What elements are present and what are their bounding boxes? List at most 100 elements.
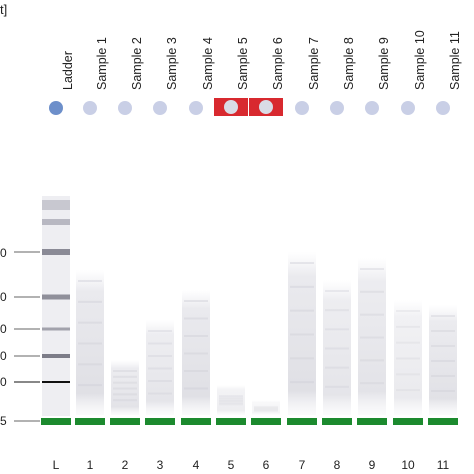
lane-number: L xyxy=(52,458,60,472)
lower-marker-band xyxy=(428,418,458,425)
sample-smear xyxy=(323,280,351,415)
lane-title-text: Sample 2 xyxy=(130,37,144,90)
smear-band xyxy=(78,300,102,303)
lane-status-dot-icon[interactable] xyxy=(189,101,203,115)
lower-marker-band xyxy=(287,418,317,425)
smear-band xyxy=(78,280,102,282)
smear-band xyxy=(360,290,384,293)
lane-status-dot-icon[interactable] xyxy=(330,101,344,115)
smear-band xyxy=(290,381,314,384)
smear-band xyxy=(290,333,314,336)
size-label: 0 xyxy=(0,322,7,336)
sample-smear xyxy=(252,400,280,415)
smear-band xyxy=(184,352,208,355)
smear-band xyxy=(360,268,384,270)
smear-band xyxy=(113,393,137,396)
smear-band xyxy=(325,309,349,312)
ladder-lane-background xyxy=(42,196,70,416)
lane-number: 8 xyxy=(333,458,341,472)
smear-band xyxy=(113,381,137,384)
lower-marker-band xyxy=(145,418,175,425)
smear-band xyxy=(325,366,349,369)
lane-number: 1 xyxy=(86,458,94,472)
ladder-status-dot-icon[interactable] xyxy=(49,101,63,115)
sample-smear xyxy=(394,300,422,415)
smear-band xyxy=(254,409,278,412)
lane-title-text: Ladder xyxy=(61,51,75,90)
sample-smear xyxy=(146,320,174,415)
lane-title-text: Sample 8 xyxy=(342,37,356,90)
sample-smear xyxy=(182,290,210,415)
smear-band xyxy=(325,328,349,331)
smear-band xyxy=(148,380,172,382)
smear-band xyxy=(113,370,137,372)
size-label: 5 xyxy=(0,414,7,428)
error-flag[interactable] xyxy=(214,98,248,116)
smear-band xyxy=(254,410,278,412)
smear-band xyxy=(148,342,172,345)
lane-title-text: Sample 11 xyxy=(448,31,462,90)
smear-band xyxy=(325,347,349,350)
smear-band xyxy=(184,335,208,337)
smear-band xyxy=(360,382,384,385)
smear-band xyxy=(254,406,278,409)
smear-band xyxy=(148,392,172,395)
smear-band xyxy=(113,387,137,390)
lane-title-text: Sample 9 xyxy=(377,37,391,90)
smear-band xyxy=(290,262,314,264)
lane-title-text: Sample 7 xyxy=(307,37,321,90)
smear-band xyxy=(219,403,243,406)
lane-status-dot-icon xyxy=(259,100,273,114)
lower-marker-band xyxy=(322,418,352,425)
lower-marker-band xyxy=(41,418,71,425)
lane-status-dot-icon[interactable] xyxy=(153,101,167,115)
corner-label: t] xyxy=(0,2,8,17)
smear-band xyxy=(184,300,208,302)
smear-band xyxy=(396,389,420,392)
smear-band xyxy=(219,398,243,401)
ladder-band xyxy=(42,294,70,300)
lane-status-dot-icon[interactable] xyxy=(295,101,309,115)
ladder-band xyxy=(42,219,70,225)
smear-band xyxy=(113,375,137,378)
smear-band xyxy=(184,370,208,372)
sample-smear xyxy=(288,252,316,415)
smear-band xyxy=(78,384,102,387)
lane-number: 4 xyxy=(192,458,200,472)
lane-status-dot-icon[interactable] xyxy=(118,101,132,115)
lane-status-dot-icon[interactable] xyxy=(365,101,379,115)
smear-band xyxy=(431,390,455,392)
lane-status-dot-icon xyxy=(224,100,238,114)
smear-band xyxy=(325,290,349,292)
lower-marker-band xyxy=(110,418,140,425)
sample-smear xyxy=(358,258,386,415)
ladder-band xyxy=(42,249,70,255)
lane-status-dot-icon[interactable] xyxy=(83,101,97,115)
smear-band xyxy=(184,387,208,390)
smear-band xyxy=(396,357,420,360)
lane-number: 5 xyxy=(227,458,235,472)
lane-status-dot-icon[interactable] xyxy=(436,101,450,115)
lane-status-dot-icon[interactable] xyxy=(401,101,415,115)
smear-band xyxy=(290,309,314,312)
lower-marker-band xyxy=(393,418,423,425)
sample-smear xyxy=(429,305,457,415)
size-label: 0 xyxy=(0,349,7,363)
smear-band xyxy=(431,315,455,317)
lane-number: 3 xyxy=(156,458,164,472)
smear-band xyxy=(396,373,420,376)
smear-band xyxy=(254,405,278,408)
smear-band xyxy=(113,399,137,402)
error-flag[interactable] xyxy=(249,98,283,116)
smear-band xyxy=(360,336,384,339)
smear-band xyxy=(431,345,455,347)
smear-band xyxy=(431,360,455,362)
smear-band xyxy=(254,407,278,410)
size-label: 0 xyxy=(0,290,7,304)
ladder-band xyxy=(42,354,70,358)
smear-band xyxy=(431,375,455,377)
smear-band xyxy=(78,363,102,366)
lane-title-text: Sample 5 xyxy=(236,37,250,90)
smear-band xyxy=(184,317,208,320)
lower-marker-band xyxy=(251,418,281,425)
